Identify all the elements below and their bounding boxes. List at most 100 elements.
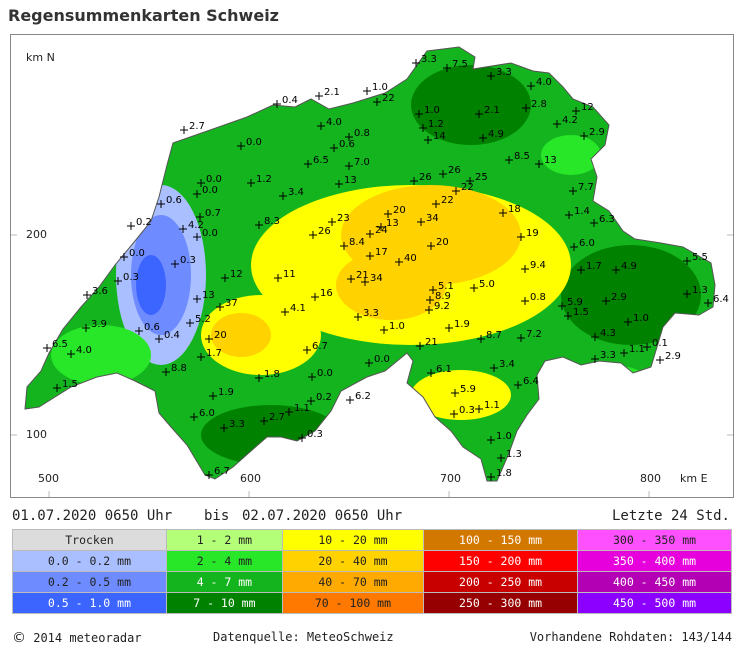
station-marker: 8.5 — [505, 151, 530, 164]
station-marker: 0.8 — [345, 128, 370, 141]
station-marker: 1.8 — [487, 468, 512, 481]
station-marker: 18 — [499, 204, 521, 217]
map-canvas: 3.3 7.5 3.3 4.0 1.0 2.1 22 0.4 1.0 2.1 2.8 12 1.2 4.0… — [11, 35, 733, 497]
station-marker: 13 — [193, 290, 215, 303]
station-marker: 1.5 — [564, 307, 589, 320]
station-value: 3.4 — [288, 187, 304, 198]
station-marker: 0.6 — [330, 139, 355, 152]
station-marker: 0.6 — [157, 195, 182, 208]
station-marker: 3.3 — [354, 308, 379, 321]
station-value: 22 — [382, 93, 395, 104]
station-value: 13 — [202, 290, 215, 301]
copyright-text: 2014 meteoradar — [33, 631, 142, 645]
station-value: 8.5 — [514, 151, 530, 162]
station-value: 2.7 — [189, 121, 205, 132]
station-marker: 2.7 — [260, 412, 285, 425]
station-value: 9.2 — [434, 301, 450, 312]
station-value: 2.9 — [589, 127, 605, 138]
station-value: 8.9 — [435, 291, 451, 302]
station-value: 4.1 — [290, 303, 306, 314]
station-value: 12 — [230, 269, 243, 280]
station-marker: 0.3 — [298, 429, 323, 442]
station-marker: 3.9 — [82, 319, 107, 332]
legend-swatch: 40 - 70 mm — [281, 571, 425, 593]
station-marker: 8.4 — [340, 237, 365, 250]
station-value: 0.0 — [374, 354, 390, 365]
legend-swatch: 200 - 250 mm — [423, 571, 579, 593]
legend-swatch: 1 - 2 mm — [165, 529, 283, 551]
station-value: 1.2 — [256, 174, 272, 185]
legend-row: Trocken 1 - 2 mm 10 - 20 mm 100 - 150 mm 300… — [12, 529, 732, 551]
station-value: 7.0 — [354, 157, 370, 168]
station-marker: 6.0 — [190, 408, 215, 421]
station-marker: 2.1 — [475, 105, 500, 118]
station-value: 22 — [441, 195, 454, 206]
station-marker: 34 — [361, 273, 383, 286]
station-value: 0.8 — [530, 292, 546, 303]
station-value: 12 — [581, 102, 594, 113]
station-value: 21 — [425, 337, 438, 348]
station-value: 2.1 — [484, 105, 500, 116]
station-marker: 7.7 — [569, 182, 594, 195]
period-from: 01.07.2020 0650 Uhr — [12, 508, 173, 524]
station-value: 4.0 — [326, 117, 342, 128]
station-value: 23 — [337, 213, 350, 224]
station-marker: 20 — [427, 237, 449, 250]
station-marker: 2.9 — [580, 127, 605, 140]
station-marker: 3.3 — [487, 67, 512, 80]
station-marker: 0.3 — [171, 255, 196, 268]
station-marker: 1.0 — [624, 313, 649, 326]
station-value: 22 — [461, 182, 474, 193]
station-value: 16 — [320, 288, 333, 299]
period-to: 02.07.2020 0650 Uhr — [242, 508, 403, 524]
station-marker: 6.4 — [704, 294, 729, 307]
station-value: 14 — [433, 131, 446, 142]
station-value: 13 — [386, 218, 399, 229]
station-marker: 5.1 — [429, 281, 454, 294]
station-value: 2.9 — [665, 351, 681, 362]
station-value: 3.6 — [92, 286, 108, 297]
station-value: 6.1 — [436, 364, 452, 375]
station-value: 0.7 — [205, 208, 221, 219]
legend-swatch: 450 - 500 mm — [577, 592, 732, 614]
legend-row: 0.5 - 1.0 mm 7 - 10 mm 70 - 100 mm 250 - 30… — [12, 592, 732, 614]
station-value: 3.3 — [496, 67, 512, 78]
station-value: 13 — [544, 155, 557, 166]
station-value: 0.6 — [166, 195, 182, 206]
station-values: 3.3 7.5 3.3 4.0 1.0 2.1 22 0.4 1.0 2.1 2.8 12 1.2 4.0… — [43, 54, 729, 481]
legend-swatch: 0.5 - 1.0 mm — [12, 592, 167, 614]
station-marker: 1.9 — [209, 387, 234, 400]
station-marker: 0.0 — [308, 368, 333, 381]
station-marker: 1.3 — [683, 285, 708, 298]
station-marker: 22 — [452, 182, 474, 195]
station-marker: 26 — [309, 226, 331, 239]
station-value: 3.3 — [229, 419, 245, 430]
station-value: 7.2 — [526, 329, 542, 340]
station-value: 1.3 — [506, 449, 522, 460]
station-value: 1.0 — [372, 82, 388, 93]
station-value: 1.0 — [496, 431, 512, 442]
station-value: 9.4 — [530, 260, 546, 271]
station-value: 8.4 — [349, 237, 365, 248]
station-value: 21 — [356, 270, 369, 281]
station-value: 1.5 — [573, 307, 589, 318]
station-marker: 0.0 — [193, 228, 218, 241]
station-marker: 13 — [535, 155, 557, 168]
station-marker: 1.7 — [577, 261, 602, 274]
station-marker: 3.3 — [412, 54, 437, 67]
station-value: 4.9 — [488, 129, 504, 140]
station-value: 1.1 — [629, 344, 645, 355]
station-marker: 1.2 — [247, 174, 272, 187]
station-marker: 2.7 — [180, 121, 205, 134]
rainfall-map[interactable]: 3.3 7.5 3.3 4.0 1.0 2.1 22 0.4 1.0 2.1 2.8 12 1.2 4.0… — [10, 34, 734, 498]
legend-swatch: 7 - 10 mm — [165, 592, 283, 614]
station-marker: 40 — [395, 253, 417, 266]
station-value: 1.9 — [218, 387, 234, 398]
station-marker: 6.1 — [427, 364, 452, 377]
station-value: 4.2 — [562, 115, 578, 126]
legend-swatch: 350 - 400 mm — [577, 550, 732, 572]
station-value: 19 — [526, 228, 539, 239]
period-window: Letzte 24 Std. — [611, 508, 730, 524]
station-value: 5.9 — [460, 384, 476, 395]
station-marker: 23 — [328, 213, 350, 226]
